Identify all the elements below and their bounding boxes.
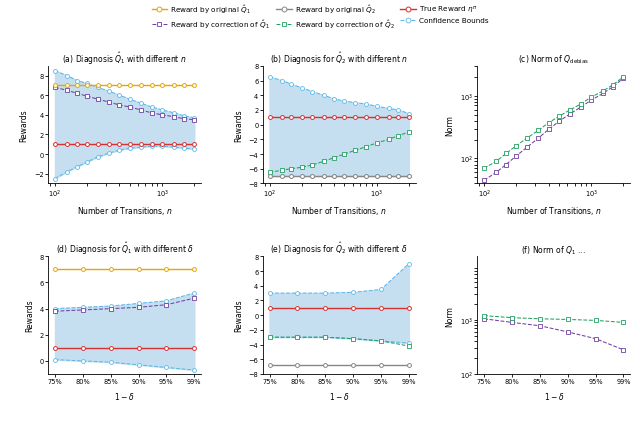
Title: (c) Norm of $Q_{\mathrm{debias}}$: (c) Norm of $Q_{\mathrm{debias}}$ bbox=[518, 53, 589, 66]
Title: (d) Diagnosis for $\hat{Q}_1$ with different $\delta$: (d) Diagnosis for $\hat{Q}_1$ with diffe… bbox=[56, 240, 193, 257]
Title: (e) Diagnosis for $\hat{Q}_2$ with different $\delta$: (e) Diagnosis for $\hat{Q}_2$ with diffe… bbox=[270, 240, 408, 257]
X-axis label: $1 - \delta$: $1 - \delta$ bbox=[329, 390, 349, 401]
X-axis label: $1 - \delta$: $1 - \delta$ bbox=[115, 390, 135, 401]
Y-axis label: Rewards: Rewards bbox=[20, 109, 29, 141]
X-axis label: Number of Transitions, $n$: Number of Transitions, $n$ bbox=[506, 205, 602, 217]
Y-axis label: Rewards: Rewards bbox=[234, 299, 243, 332]
Title: (f) Norm of $Q_{1}$ ...: (f) Norm of $Q_{1}$ ... bbox=[522, 244, 586, 256]
X-axis label: Number of Transitions, $n$: Number of Transitions, $n$ bbox=[77, 205, 173, 217]
Title: (a) Diagnosis $\hat{Q}_1$ with different $n$: (a) Diagnosis $\hat{Q}_1$ with different… bbox=[62, 50, 187, 67]
Y-axis label: Rewards: Rewards bbox=[234, 109, 243, 141]
Title: (b) Diagnosis for $\hat{Q}_2$ with different $n$: (b) Diagnosis for $\hat{Q}_2$ with diffe… bbox=[270, 50, 408, 67]
Y-axis label: Norm: Norm bbox=[445, 305, 454, 326]
Y-axis label: Rewards: Rewards bbox=[25, 299, 34, 332]
X-axis label: $1 - \delta$: $1 - \delta$ bbox=[543, 390, 564, 401]
X-axis label: Number of Transitions, $n$: Number of Transitions, $n$ bbox=[291, 205, 387, 217]
Legend: Reward by original $\hat{Q}_1$, Reward by correction of $\hat{Q}_1$, Reward by o: Reward by original $\hat{Q}_1$, Reward b… bbox=[149, 1, 491, 33]
Y-axis label: Norm: Norm bbox=[445, 115, 454, 136]
